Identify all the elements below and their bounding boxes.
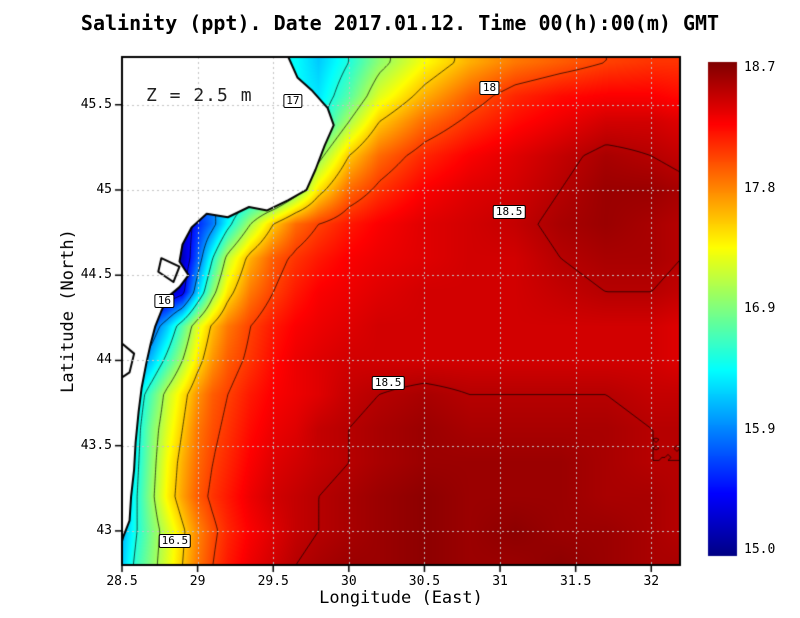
y-axis-label: Latitude (North) — [58, 229, 78, 393]
depth-annotation: Z = 2.5 m — [146, 85, 253, 106]
chart-title: Salinity (ppt). Date 2017.01.12. Time 00… — [80, 11, 720, 35]
x-axis-label: Longitude (East) — [319, 588, 483, 608]
